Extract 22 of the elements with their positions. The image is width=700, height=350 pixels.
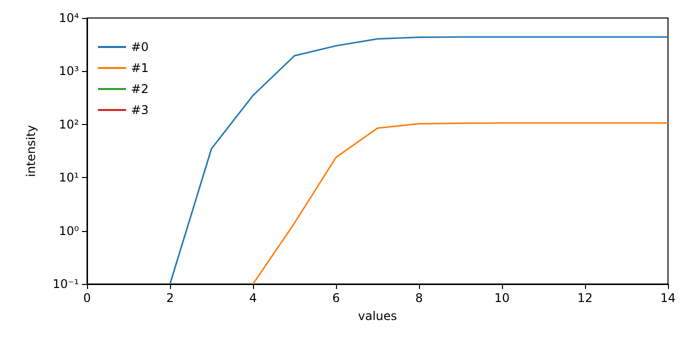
y-tick-label: 10⁴ <box>58 11 80 25</box>
x-tick-label: 10 <box>494 291 510 305</box>
x-tick-label: 6 <box>332 291 340 305</box>
y-axis-title: intensity <box>24 124 38 178</box>
line-series <box>252 122 669 285</box>
y-tick-label: 10¹ <box>58 170 80 185</box>
y-tick-label: 10⁰ <box>58 224 80 238</box>
legend-label: #0 <box>131 40 149 54</box>
x-tick-label: 14 <box>660 291 676 305</box>
x-tick-label: 8 <box>415 291 423 305</box>
x-tick-label: 4 <box>249 291 257 305</box>
y-tick-label: 10⁻¹ <box>52 277 80 291</box>
y-tick-label: 10³ <box>58 64 80 78</box>
legend-label: #2 <box>131 82 149 96</box>
x-axis-title: values <box>358 309 398 323</box>
x-tick-label: 12 <box>577 291 593 305</box>
legend-label: #1 <box>131 61 149 75</box>
legend-label: #3 <box>131 103 149 117</box>
y-tick-label: 10² <box>58 117 80 132</box>
x-tick-label: 2 <box>166 291 174 305</box>
x-tick-label: 0 <box>83 291 91 305</box>
line-series <box>169 36 669 285</box>
